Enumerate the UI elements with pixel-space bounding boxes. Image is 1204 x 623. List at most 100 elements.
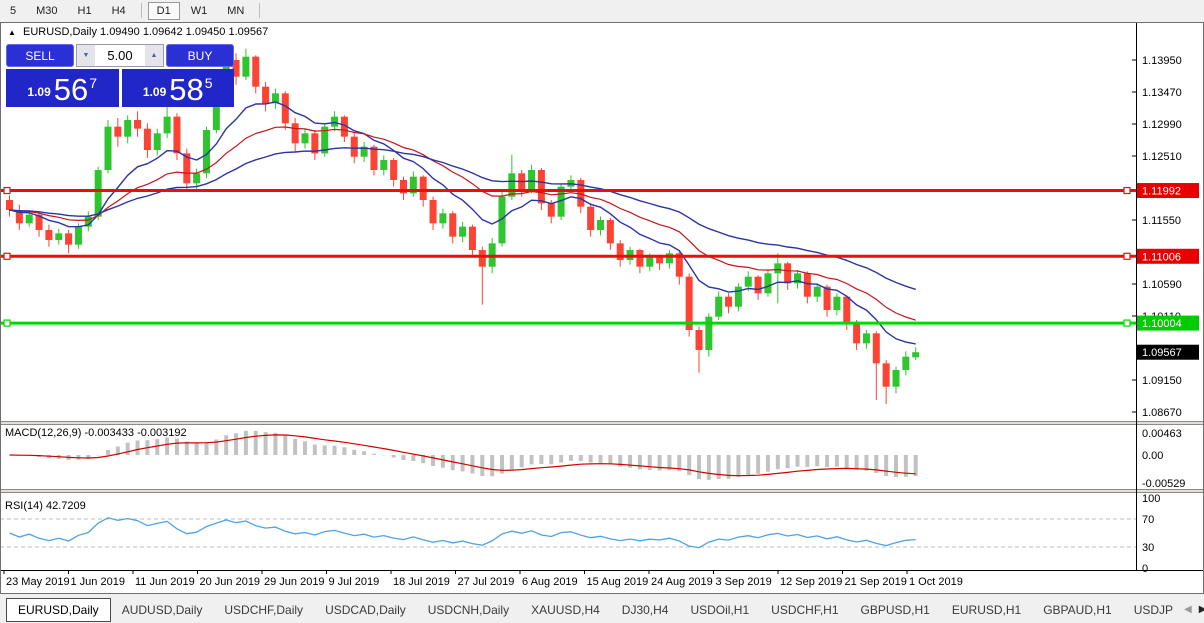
tab-eurusd-h1[interactable]: EURUSD,H1 (951, 602, 1022, 617)
chart-title-symbol: EURUSD,Daily (22, 26, 97, 38)
chart-title: ▲ EURUSD,Daily 1.09490 1.09642 1.09450 1… (8, 26, 268, 38)
rsi-level-lines (0, 518, 1136, 548)
svg-text:1.11992: 1.11992 (1142, 186, 1181, 198)
date-label: 1 Jun 2019 (71, 576, 125, 588)
collapse-arrow-icon[interactable]: ▲ (8, 28, 16, 37)
timeframe-m30[interactable]: M30 (36, 4, 58, 17)
buy-price[interactable]: 1.09 58 5 (121, 69, 234, 108)
date-label: 15 Aug 2019 (587, 576, 649, 588)
sell-price-prefix: 1.09 (27, 85, 51, 99)
svg-text:1.11006: 1.11006 (1142, 251, 1181, 263)
pane-separators[interactable] (0, 421, 1204, 493)
timeframe-mn[interactable]: MN (227, 4, 245, 17)
tab-scroll-left-icon[interactable]: ◀ (1184, 604, 1192, 615)
price-badge-1.09567: 1.09567 (1137, 344, 1199, 360)
svg-text:1.13950: 1.13950 (1142, 55, 1182, 67)
tab-dj30-h4[interactable]: DJ30,H4 (621, 602, 669, 617)
horizontal-lines[interactable] (0, 186, 1136, 327)
date-label: 12 Sep 2019 (780, 576, 842, 588)
timeframe-5[interactable]: 5 (10, 4, 17, 17)
chart-canvas[interactable]: MACD(12,26,9) -0.003433 -0.003192 RSI(14)… (0, 22, 1204, 594)
tab-usdoil-h1[interactable]: USDOil,H1 (690, 602, 750, 617)
date-label: 1 Oct 2019 (909, 576, 963, 588)
tab-audusd-daily[interactable]: AUDUSD,Daily (121, 602, 203, 617)
sell-price[interactable]: 1.09 56 7 (6, 69, 119, 107)
svg-text:100: 100 (1142, 493, 1160, 505)
date-label: 3 Sep 2019 (716, 576, 772, 588)
tab-usdcad-daily[interactable]: USDCAD,Daily (325, 602, 406, 617)
tab-xauusd-h4[interactable]: XAUUSD,H4 (531, 602, 600, 617)
svg-text:1.10590: 1.10590 (1142, 279, 1182, 291)
svg-text:1.12510: 1.12510 (1142, 151, 1182, 163)
price-badge-1.11992: 1.11992 (1137, 183, 1199, 199)
indicator-axis: 0.00463 0.00 -0.00529 100 70 30 0 (1142, 428, 1185, 575)
price-badge-1.11006: 1.11006 (1137, 248, 1199, 264)
tab-usdcnh-daily[interactable]: USDCNH,Daily (427, 602, 510, 617)
date-label: 24 Aug 2019 (651, 576, 713, 588)
rsi-line (9, 517, 916, 549)
volume-stepper: ▼ ▲ (76, 44, 164, 67)
date-axis[interactable]: 23 May 2019 1 Jun 2019 11 Jun 2019 20 Jun 2… (0, 570, 1204, 588)
ma-line-21 (9, 126, 916, 321)
toolbar-separator (259, 3, 261, 18)
ma-line-10 (9, 101, 916, 345)
tab-usdchf-daily[interactable]: USDCHF,Daily (224, 602, 304, 617)
sell-button[interactable]: SELL (6, 44, 74, 67)
buy-price-prefix: 1.09 (142, 85, 167, 99)
svg-text:1.12990: 1.12990 (1142, 119, 1182, 131)
timeframe-w1[interactable]: W1 (190, 4, 208, 17)
price-axis[interactable]: 1.13950 1.13470 1.12990 1.12510 1.11550 1.105… (1132, 22, 1199, 570)
tab-scroll-right-icon[interactable]: ▶ (1198, 604, 1204, 615)
buy-price-big: 58 (169, 72, 204, 108)
tab-usdchf-h1[interactable]: USDCHF,H1 (771, 602, 839, 617)
volume-input[interactable] (95, 45, 145, 66)
chart-title-ohlc: 1.09490 1.09642 1.09450 1.09567 (100, 26, 269, 38)
sell-price-big: 56 (53, 72, 89, 108)
svg-text:1.10004: 1.10004 (1142, 318, 1182, 330)
sell-price-sup: 7 (89, 75, 98, 91)
volume-decrease-button[interactable]: ▼ (77, 45, 95, 66)
svg-text:0: 0 (1142, 563, 1148, 575)
rsi-panel: RSI(14) 42.7209 (5, 500, 916, 549)
date-label: 6 Aug 2019 (522, 576, 578, 588)
svg-text:1.09150: 1.09150 (1142, 375, 1182, 387)
svg-text:1.13470: 1.13470 (1142, 87, 1182, 99)
tab-gbpaud-h1[interactable]: GBPAUD,H1 (1043, 602, 1112, 617)
toolbar-separator (140, 3, 142, 18)
date-label: 11 Jun 2019 (135, 576, 195, 588)
date-label: 27 Jul 2019 (458, 576, 515, 588)
svg-text:1.09567: 1.09567 (1142, 347, 1182, 359)
macd-label: MACD(12,26,9) -0.003433 -0.003192 (5, 427, 187, 439)
date-label: 20 Jun 2019 (200, 576, 261, 588)
buy-price-sup: 5 (204, 75, 213, 91)
macd-signal-line (9, 434, 916, 477)
svg-text:0.00: 0.00 (1142, 450, 1163, 462)
timeframe-h1[interactable]: H1 (77, 4, 92, 17)
date-label: 21 Sep 2019 (845, 576, 907, 588)
price-badge-1.10004: 1.10004 (1137, 315, 1199, 331)
timeframe-h4[interactable]: H4 (111, 4, 126, 17)
svg-text:30: 30 (1142, 542, 1154, 554)
tab-gbpusd-h1[interactable]: GBPUSD,H1 (860, 602, 930, 617)
rsi-label: RSI(14) 42.7209 (5, 500, 86, 512)
date-label: 9 Jul 2019 (329, 576, 380, 588)
macd-panel: MACD(12,26,9) -0.003433 -0.003192 (5, 427, 918, 480)
tab-eurusd-daily[interactable]: EURUSD,Daily (6, 597, 111, 622)
svg-text:70: 70 (1142, 514, 1154, 526)
date-label: 23 May 2019 (6, 576, 70, 588)
timeframe-toolbar: 5 M30 H1 H4 D1 W1 MN (0, 0, 1204, 21)
chart-window: MACD(12,26,9) -0.003433 -0.003192 RSI(14)… (0, 22, 1204, 594)
svg-text:-0.00529: -0.00529 (1142, 478, 1185, 490)
svg-text:1.11550: 1.11550 (1142, 215, 1181, 227)
volume-increase-button[interactable]: ▲ (145, 45, 163, 66)
svg-text:1.08670: 1.08670 (1142, 407, 1182, 419)
date-label: 29 Jun 2019 (264, 576, 325, 588)
chart-tab-bar: EURUSD,Daily AUDUSD,Daily USDCHF,Daily USDC… (0, 596, 1204, 623)
candlesticks (6, 48, 920, 405)
one-click-trading-panel: SELL ▼ ▲ BUY 1.09 56 7 1.09 58 5 (6, 44, 234, 107)
buy-button[interactable]: BUY (166, 44, 234, 67)
date-label: 18 Jul 2019 (393, 576, 450, 588)
timeframe-d1[interactable]: D1 (147, 1, 180, 20)
svg-text:0.00463: 0.00463 (1142, 428, 1182, 440)
tab-usdjp[interactable]: USDJP (1133, 602, 1174, 617)
